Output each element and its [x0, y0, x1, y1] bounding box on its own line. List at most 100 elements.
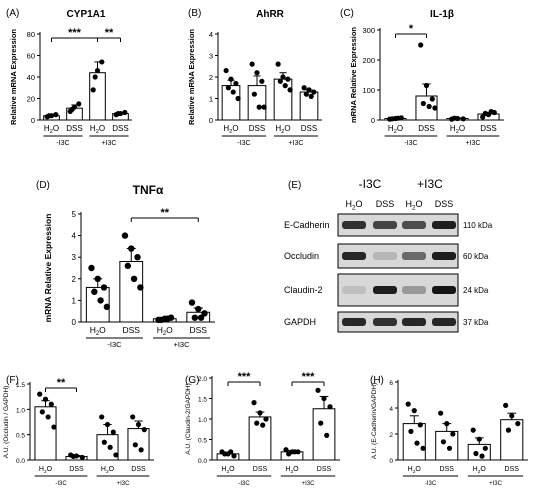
y-tick-label: 2: [209, 73, 213, 82]
bar: [248, 416, 272, 461]
data-point: [473, 450, 479, 457]
data-point: [470, 427, 476, 433]
y-tick-label: 20: [27, 95, 35, 104]
data-point: [429, 96, 435, 102]
x-tick-label: H2O: [450, 124, 465, 135]
x-tick-label: H2O: [221, 466, 235, 475]
data-point: [195, 305, 202, 313]
data-point: [69, 106, 75, 112]
group-label: +I3C: [117, 481, 131, 487]
group-label: +I3C: [289, 140, 304, 147]
group-label: -I3C: [56, 140, 69, 147]
data-point: [292, 449, 298, 455]
y-tick-label: 0: [72, 318, 77, 327]
x-tick-label: DSS: [112, 124, 128, 133]
x-tick-label: H2O: [223, 124, 238, 135]
panel-letter: (F): [6, 375, 19, 386]
data-point: [261, 104, 267, 110]
bar: [500, 419, 524, 461]
data-point: [222, 451, 228, 457]
data-point: [104, 421, 111, 428]
data-point: [277, 78, 283, 84]
western-blot: (E) -I3C +I3C H2O DSS H2O DSS E-Cadherin 110 kDa…: [284, 177, 493, 333]
data-point: [188, 299, 196, 306]
data-point: [423, 82, 430, 89]
kda-label: 110 kDa: [463, 221, 493, 230]
panel-letter: (C): [340, 8, 354, 19]
x-tick-label: H2O: [90, 124, 105, 135]
data-point: [97, 297, 104, 304]
y-tick-label: 40: [27, 73, 35, 82]
y-tick-label: 0: [371, 116, 375, 125]
group-label: -I3C: [55, 481, 67, 487]
x-tick-label: DSS: [317, 466, 332, 473]
x-tick-label: DSS: [69, 466, 84, 473]
data-point: [405, 401, 411, 407]
y-tick-label: 2.0: [198, 376, 207, 383]
chart-panel: (F) 0.0 0.5 1.0 1.5 A.U. (Occludin / GAPDH) H2…: [3, 375, 154, 487]
data-point: [122, 109, 128, 116]
x-tick-label: DSS: [376, 199, 395, 209]
data-point: [327, 404, 333, 410]
group-label: +I3C: [302, 481, 316, 487]
blot-band: [432, 221, 456, 229]
protein-label: Occludin: [284, 251, 319, 261]
data-point: [311, 89, 317, 95]
x-tick-label: DSS: [418, 124, 434, 133]
data-point: [256, 104, 262, 110]
y-tick-label: 0: [31, 116, 35, 125]
data-point: [121, 232, 129, 239]
data-point: [101, 439, 107, 445]
data-point: [115, 110, 121, 117]
y-tick-label: 0: [389, 458, 393, 465]
y-tick-label: 1: [209, 95, 213, 104]
y-tick-label: 60: [27, 52, 35, 61]
y-tick-label: 100: [362, 86, 375, 95]
data-point: [411, 408, 417, 414]
y-tick-label: 3: [209, 52, 213, 61]
group-label: +I3C: [489, 481, 503, 487]
data-point: [107, 444, 113, 450]
data-point: [303, 91, 309, 97]
y-tick-label: 0.5: [198, 438, 207, 445]
data-point: [91, 288, 98, 295]
group-label: +I3C: [466, 140, 481, 147]
y-tick-label: 4: [72, 232, 77, 241]
y-tick-label: 1.0: [198, 417, 207, 424]
data-point: [39, 409, 45, 415]
data-point: [282, 83, 288, 89]
blot-band: [432, 252, 456, 260]
data-point: [138, 447, 144, 453]
blot-band: [402, 318, 426, 326]
chart-title: CYP1A1: [67, 9, 106, 20]
blot-band: [402, 286, 426, 294]
x-tick-label: DSS: [480, 124, 496, 133]
x-tick-label: H2O: [90, 325, 106, 337]
bar: [119, 261, 144, 323]
blot-band: [373, 318, 397, 326]
x-tick-label: H2O: [388, 124, 403, 135]
y-tick-label: 2: [72, 275, 77, 284]
data-point: [164, 315, 171, 322]
data-point: [318, 420, 324, 426]
x-tick-label: DSS: [435, 199, 454, 209]
chart-panel: (C) IL-1β 0 100 200 300 mRNA Relative Expressi…: [340, 8, 504, 147]
panel-letter: (D): [36, 180, 50, 191]
data-point: [301, 85, 307, 91]
y-tick-label: 1.0: [16, 407, 25, 414]
protein-label: E-Cadherin: [284, 220, 330, 230]
blot-band: [402, 221, 426, 229]
blot-band: [342, 252, 366, 260]
panel-letter: (G): [185, 375, 199, 386]
data-point: [94, 275, 101, 282]
data-point: [235, 95, 241, 102]
significance-star: ***: [302, 371, 316, 383]
y-tick-label: 80: [27, 30, 35, 39]
data-point: [99, 59, 105, 65]
data-point: [418, 42, 424, 48]
chart-panel: (A) CYP1A1 0 20 40 60 80 Relative mRNA Expressi…: [6, 8, 132, 147]
y-axis-label: mRNA Relative Expression: [349, 27, 358, 123]
data-point: [42, 396, 49, 402]
blot-band: [342, 286, 366, 294]
